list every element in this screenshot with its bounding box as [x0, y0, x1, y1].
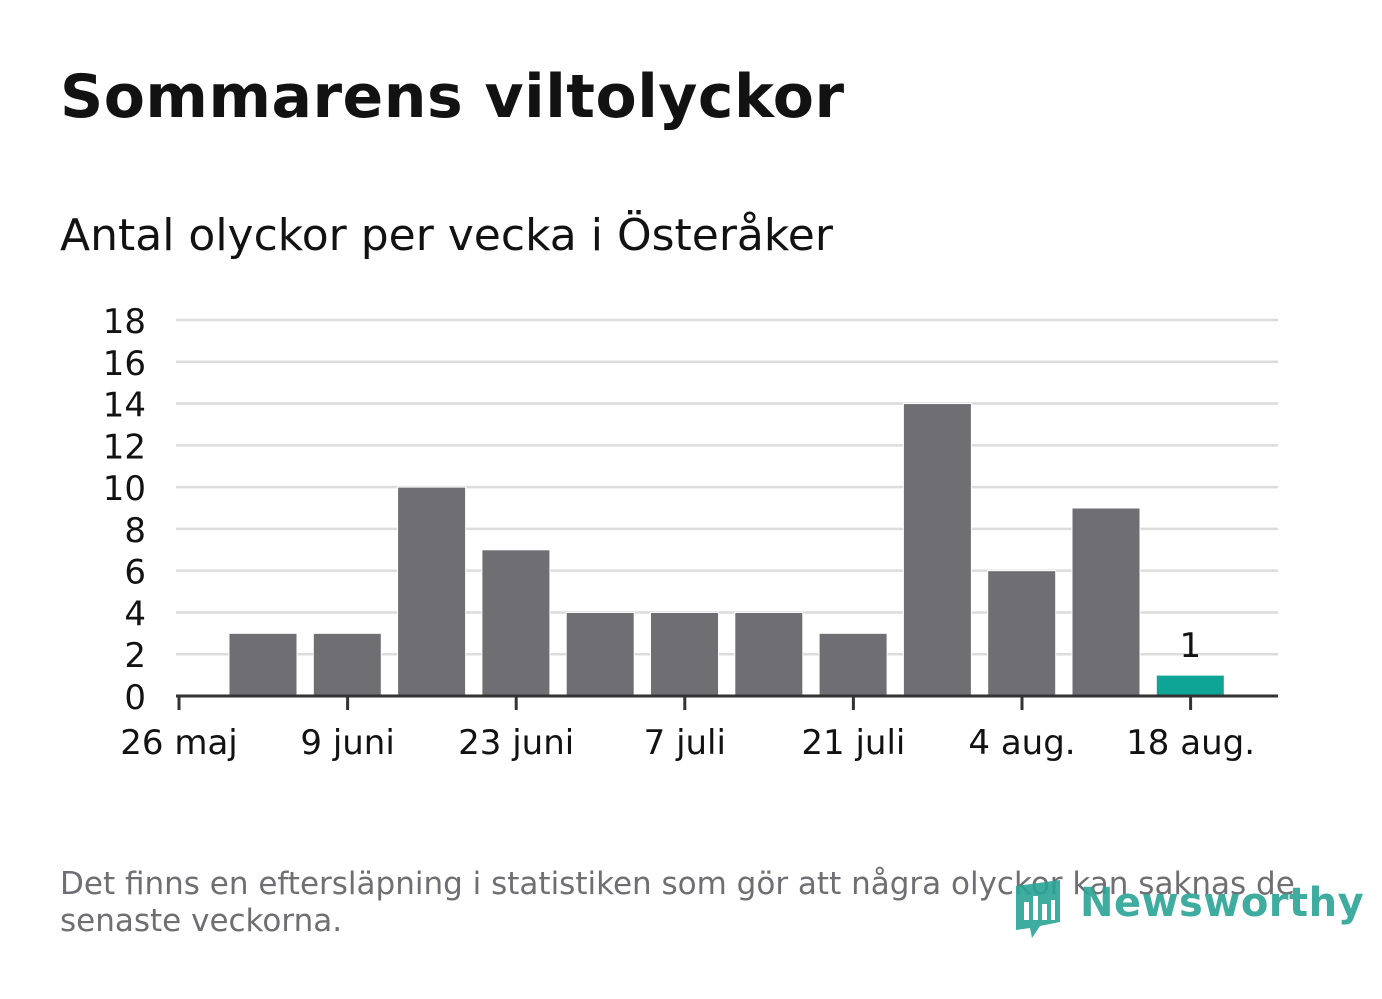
x-tick-label: 4 aug. [968, 723, 1075, 763]
chart-title: Sommarens viltolyckor [60, 62, 845, 132]
chart-subtitle: Antal olyckor per vecka i Österåker [60, 210, 833, 261]
x-tick-label: 26 maj [120, 723, 237, 763]
bar [397, 486, 467, 697]
bar [987, 570, 1057, 697]
bar [1155, 674, 1225, 697]
bar [481, 549, 551, 697]
y-tick-label: 12 [103, 427, 146, 467]
data-labels: 1 [1179, 626, 1201, 666]
newsworthy-logo: Newsworthy [1010, 876, 1364, 942]
bar [312, 632, 382, 697]
bar [734, 611, 804, 697]
bar [650, 611, 719, 697]
y-tick-label: 18 [103, 302, 146, 342]
brand-name: Newsworthy [1080, 880, 1365, 926]
y-tick-label: 14 [103, 386, 146, 426]
y-tick-label: 16 [103, 344, 146, 384]
footnote: Det finns en eftersläpning i statistiken… [60, 866, 1295, 939]
y-tick-label: 2 [124, 636, 146, 676]
x-tick-label: 9 juni [300, 723, 394, 763]
bar [1071, 507, 1141, 697]
x-tick-label: 7 juli [644, 723, 726, 763]
x-axis-tick-labels: 26 maj 9 juni 23 juni 7 juli 21 juli 4 aug. 18… [120, 696, 1255, 763]
y-tick-label: 8 [124, 511, 146, 551]
newsworthy-logo-icon [1016, 880, 1060, 938]
bar [818, 632, 888, 697]
x-tick-label: 23 juni [458, 723, 574, 763]
bars [228, 403, 1225, 697]
x-tick-label: 18 aug. [1126, 723, 1255, 763]
y-tick-label: 4 [124, 594, 146, 634]
y-tick-label: 10 [103, 469, 146, 509]
data-label: 1 [1179, 626, 1201, 666]
bar [228, 632, 298, 697]
bar [565, 611, 635, 697]
y-tick-label: 6 [124, 553, 146, 593]
x-tick-label: 21 juli [801, 723, 905, 763]
bar [902, 403, 972, 697]
y-tick-label: 0 [124, 678, 146, 718]
